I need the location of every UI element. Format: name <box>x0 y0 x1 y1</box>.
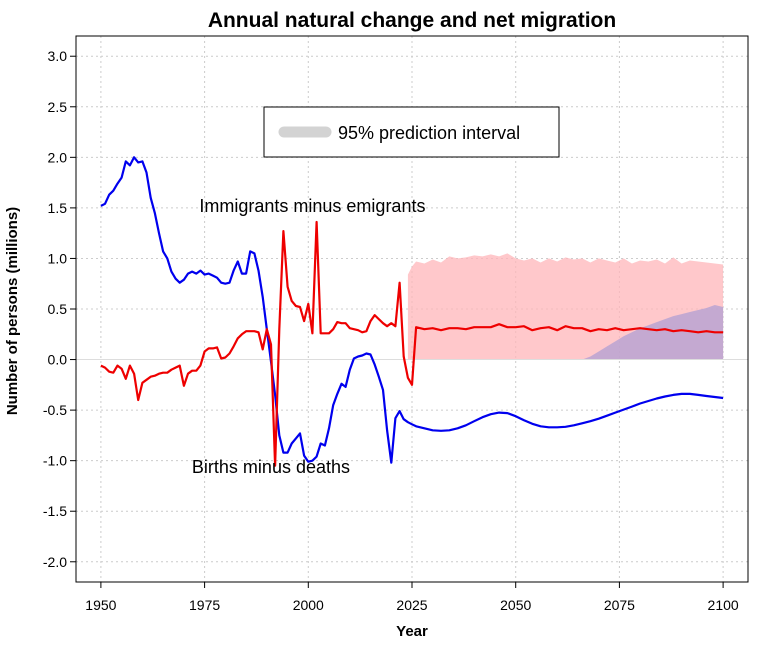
y-tick-label: 3.0 <box>48 48 68 64</box>
x-axis-ticks: 1950 1975 2000 2025 2050 2075 2100 <box>85 582 739 613</box>
y-tick-label: -2.0 <box>43 554 67 570</box>
y-tick-label: 1.0 <box>48 250 68 266</box>
prediction-bands <box>407 253 724 360</box>
y-tick-label: 2.0 <box>48 149 68 165</box>
x-tick-label: 2075 <box>604 597 635 613</box>
series-line <box>100 156 724 464</box>
annotation-label: Immigrants minus emigrants <box>199 196 425 216</box>
x-axis-label: Year <box>396 623 428 640</box>
y-axis-label: Number of persons (millions) <box>4 207 21 415</box>
annotations: Immigrants minus emigrants Births minus d… <box>192 196 426 477</box>
y-axis-ticks: -2.0 -1.5 -1.0 -0.5 0.0 0.5 1.0 1.5 2.0 2.5 3.0 <box>43 48 76 570</box>
y-tick-label: 0.0 <box>48 352 68 368</box>
x-tick-label: 2050 <box>500 597 531 613</box>
x-tick-label: 2000 <box>293 597 324 613</box>
y-tick-label: 0.5 <box>48 301 68 317</box>
x-tick-label: 2100 <box>708 597 739 613</box>
x-tick-label: 1950 <box>85 597 116 613</box>
prediction-band <box>582 305 724 360</box>
annotation-label: Births minus deaths <box>192 457 350 477</box>
y-tick-label: -1.5 <box>43 503 67 519</box>
y-tick-label: 1.5 <box>48 200 68 216</box>
x-tick-label: 2025 <box>396 597 427 613</box>
x-tick-label: 1975 <box>189 597 220 613</box>
y-tick-label: -0.5 <box>43 402 67 418</box>
chart-title: Annual natural change and net migration <box>208 9 616 32</box>
series-line <box>100 220 724 467</box>
series-lines <box>100 156 724 467</box>
legend: 95% prediction interval <box>263 106 560 158</box>
legend-label: 95% prediction interval <box>338 123 520 143</box>
y-tick-label: -1.0 <box>43 453 67 469</box>
y-tick-label: 2.5 <box>48 99 68 115</box>
